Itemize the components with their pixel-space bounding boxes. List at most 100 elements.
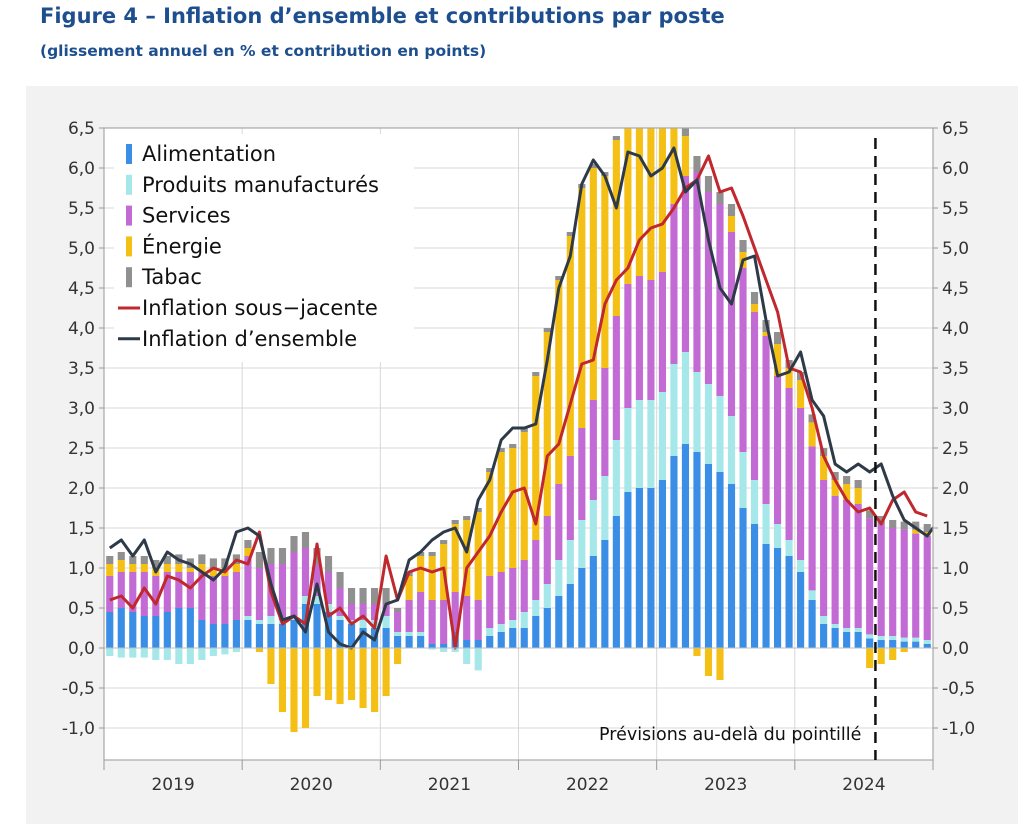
bar-tabac	[739, 240, 747, 252]
bar-services	[624, 284, 632, 408]
bar-tabac	[474, 508, 482, 512]
bar-services	[750, 312, 759, 480]
bar-produits-manufactures	[578, 520, 586, 568]
bar-energie	[232, 564, 240, 572]
bar-alimentation	[831, 628, 839, 648]
bar-services	[797, 408, 805, 560]
bar-energie	[900, 648, 908, 652]
bar-energie	[889, 648, 897, 660]
bar-services	[912, 533, 920, 638]
bar-energie	[290, 648, 298, 732]
bar-produits-manufactures	[532, 600, 540, 616]
y-tick-label-right: 0,5	[942, 599, 969, 619]
bar-services	[451, 592, 459, 632]
y-tick-label-right: 5,0	[942, 239, 969, 259]
bar-energie	[843, 484, 851, 500]
bar-alimentation	[681, 444, 690, 648]
bar-services	[739, 268, 747, 452]
bar-energie	[877, 648, 885, 664]
legend-label-services: Services	[142, 204, 231, 228]
bar-produits-manufactures	[820, 616, 828, 624]
y-tick-label-right: 3,0	[942, 399, 969, 419]
y-tick-label-left: 0,0	[68, 639, 95, 659]
bar-alimentation	[785, 556, 793, 648]
bar-services	[232, 572, 240, 620]
bar-tabac	[152, 560, 160, 568]
bar-tabac	[428, 552, 436, 556]
bar-services	[773, 376, 782, 524]
y-tick-label-right: 2,0	[942, 479, 969, 499]
bar-alimentation	[232, 620, 240, 648]
bar-services	[382, 604, 390, 616]
y-tick-label-left: 5,0	[68, 239, 95, 259]
bar-produits-manufactures	[244, 616, 252, 620]
bar-alimentation	[854, 632, 862, 648]
bar-tabac	[566, 232, 574, 236]
bar-energie	[866, 648, 874, 668]
bar-produits-manufactures	[785, 540, 793, 556]
bar-services	[589, 400, 597, 500]
bar-energie	[762, 332, 770, 336]
bar-tabac	[440, 540, 448, 544]
y-tick-label-left: 3,0	[68, 399, 95, 419]
bar-tabac	[843, 476, 851, 484]
bar-alimentation	[278, 624, 287, 648]
x-tick-label: 2024	[842, 775, 885, 795]
forecast-note: Prévisions au-delà du pointillé	[599, 725, 861, 745]
bar-tabac	[209, 558, 217, 568]
bar-services	[140, 572, 148, 616]
bar-produits-manufactures	[773, 524, 782, 548]
bar-produits-manufactures	[463, 648, 471, 664]
bar-produits-manufactures	[313, 596, 321, 604]
bar-alimentation	[336, 620, 344, 648]
bar-energie	[854, 488, 862, 504]
x-tick-label: 2020	[290, 775, 333, 795]
bar-energie	[532, 376, 540, 540]
y-tick-label-left: 2,0	[68, 479, 95, 499]
bar-energie	[301, 648, 310, 728]
bar-services	[843, 500, 851, 628]
bar-energie	[163, 564, 171, 572]
bar-alimentation	[727, 484, 736, 648]
bar-produits-manufactures	[647, 400, 655, 488]
bar-alimentation	[152, 616, 160, 648]
bar-produits-manufactures	[716, 396, 724, 472]
bar-energie	[555, 280, 563, 484]
bar-produits-manufactures	[417, 632, 425, 636]
bar-alimentation	[117, 608, 125, 648]
bar-services	[520, 560, 528, 612]
legend: Alimentation Produits manufacturés Service…	[114, 134, 414, 362]
bar-services	[371, 604, 379, 620]
bar-energie	[773, 344, 782, 376]
legend-swatch-alimentation	[126, 144, 132, 164]
bar-alimentation	[704, 464, 713, 648]
legend-label-tabac: Tabac	[141, 265, 202, 289]
bar-energie	[797, 380, 805, 408]
bar-tabac	[267, 548, 275, 564]
bar-produits-manufactures	[152, 648, 160, 660]
bar-produits-manufactures	[727, 416, 736, 484]
bar-services	[106, 576, 114, 612]
bar-alimentation	[129, 612, 137, 648]
line-series	[108, 146, 933, 650]
bar-energie	[359, 648, 367, 708]
legend-swatch-produits-manufactures	[126, 174, 132, 195]
bar-services	[532, 540, 540, 600]
bar-produits-manufactures	[704, 384, 713, 464]
bar-produits-manufactures	[900, 637, 908, 642]
bar-energie	[117, 560, 125, 572]
bar-alimentation	[440, 644, 448, 648]
y-tick-label-left: 6,5	[68, 119, 95, 139]
bar-tabac	[877, 516, 885, 524]
bar-produits-manufactures	[140, 648, 148, 658]
bar-energie	[140, 564, 148, 572]
bar-tabac	[290, 536, 298, 552]
bar-tabac	[727, 204, 736, 216]
bar-energie	[820, 456, 828, 480]
bar-alimentation	[359, 628, 367, 648]
bar-tabac	[900, 521, 908, 530]
bar-alimentation	[175, 608, 183, 648]
y-tick-label-right: 0,0	[942, 639, 969, 659]
bar-produits-manufactures	[129, 648, 137, 658]
bar-services	[762, 336, 770, 504]
